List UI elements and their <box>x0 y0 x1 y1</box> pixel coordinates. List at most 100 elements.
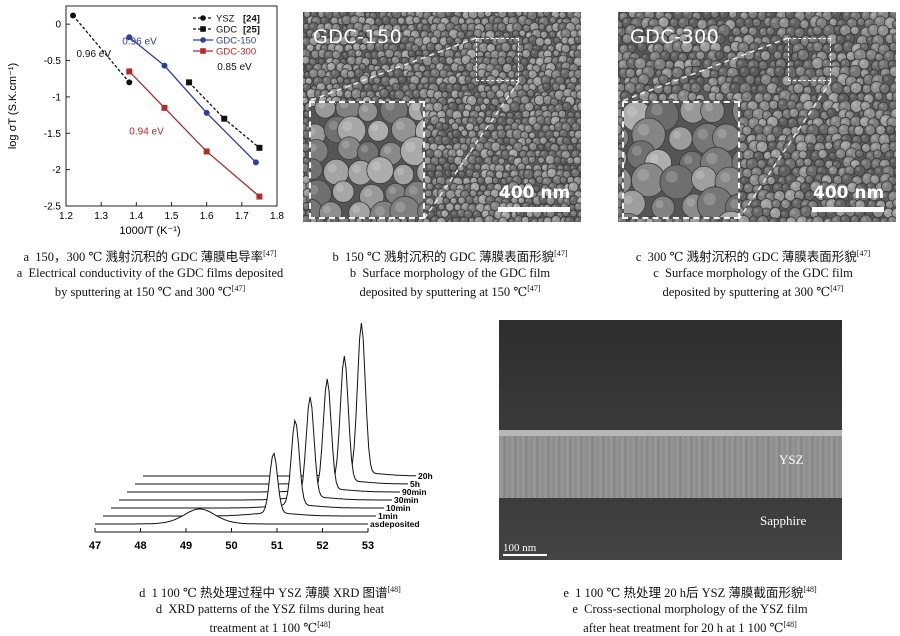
grain <box>338 137 361 160</box>
sem-image-gdc150: GDC-150 400 nm <box>303 12 581 222</box>
y-tick-label: 0 <box>55 20 61 31</box>
xrd-trace <box>143 323 416 476</box>
grain-highlight <box>717 129 727 139</box>
caption-e: e 1 100 ℃ 热处理 20 h后 YSZ 薄膜截面形貌[48] e Cro… <box>480 582 900 636</box>
surface-edge <box>499 430 842 436</box>
legend-entry: GDC <box>216 25 237 36</box>
scale-bar <box>498 207 570 212</box>
grain-highlight <box>673 131 681 139</box>
sapphire-substrate <box>499 498 842 560</box>
caption-b-en1: b Surface morphology of the GDC film <box>300 265 600 281</box>
grain-highlight <box>342 141 350 149</box>
legend-entry: YSZ <box>216 14 235 25</box>
scale-bar <box>503 554 547 556</box>
y-tick-label: -2 <box>52 165 61 176</box>
activation-energy-label: 0.94 eV <box>129 127 164 138</box>
scale-bar-label: 400 nm <box>813 183 884 203</box>
grain <box>358 103 378 121</box>
activation-energy-label: 0.96 eV <box>77 49 112 60</box>
data-point <box>204 148 210 154</box>
sample-label: GDC-300 <box>630 26 719 48</box>
series-gdc <box>186 79 262 150</box>
data-point <box>126 79 132 85</box>
legend-ref: [25] <box>243 25 260 36</box>
x-tick-label: 1.6 <box>200 211 214 222</box>
grain <box>695 217 721 219</box>
legend-marker <box>200 48 206 54</box>
grain-highlight <box>651 104 663 116</box>
trace-label: 20h <box>418 471 433 481</box>
caption-a-en1: a Electrical conductivity of the GDC fil… <box>0 265 300 281</box>
grain-highlight <box>361 105 368 112</box>
caption-e-en1: e Cross-sectional morphology of the YSZ … <box>480 601 900 617</box>
x-tick-label: 47 <box>89 540 101 552</box>
grain-highlight <box>329 121 338 130</box>
x-tick-label: 1.2 <box>59 211 73 222</box>
grain <box>669 127 692 150</box>
grain <box>624 126 629 150</box>
grain-highlight <box>397 168 404 175</box>
grain-highlight <box>375 206 385 216</box>
sem-image-gdc300: GDC-300 400 nm <box>618 12 896 222</box>
grain-highlight <box>632 146 642 156</box>
legend-ref: [24] <box>243 14 260 25</box>
x-tick-label: 1.8 <box>270 211 284 222</box>
activation-energy-label: 0.85 eV <box>217 62 252 73</box>
data-point <box>70 12 76 18</box>
caption-a-zh: a 150，300 ℃ 溅射沉积的 GDC 薄膜电导率 <box>23 250 263 264</box>
caption-e-en2: after heat treatment for 20 h at 1 100 ℃ <box>583 621 783 635</box>
data-point <box>204 110 210 116</box>
x-tick-label: 50 <box>225 540 237 552</box>
data-point <box>253 159 259 165</box>
data-point <box>126 68 132 74</box>
grain-highlight <box>649 154 658 163</box>
grain-highlight <box>389 187 396 194</box>
legend-entry: GDC-150 <box>216 36 256 47</box>
caption-d-zh: d 1 100 ℃ 热处理过程中 YSZ 薄膜 XRD 图谱 <box>139 586 387 600</box>
grain-highlight <box>396 121 405 130</box>
caption-c: c 300 ℃ 溅射沉积的 GDC 薄膜表面形貌[47] c Surface m… <box>606 246 900 300</box>
caption-e-zh: e 1 100 ℃ 热处理 20 h后 YSZ 薄膜截面形貌 <box>563 586 803 600</box>
caption-c-en2: deposited by sputtering at 300 ℃ <box>662 285 830 299</box>
caption-c-en1: c Surface morphology of the GDC film <box>606 265 900 281</box>
grain-highlight <box>730 199 740 209</box>
data-point <box>256 194 262 200</box>
caption-a-en2: by sputtering at 150 ℃ and 300 ℃ <box>55 285 232 299</box>
legend-marker <box>200 37 206 43</box>
y-tick-label: -1 <box>52 92 61 103</box>
y-axis-label: log σT (S.K.cm⁻¹) <box>7 63 19 149</box>
sample-label: GDC-150 <box>313 26 402 48</box>
caption-b: b 150 ℃ 溅射沉积的 GDC 薄膜表面形貌[47] b Surface m… <box>300 246 600 300</box>
grain-highlight <box>666 171 678 183</box>
x-tick-label: 49 <box>180 540 192 552</box>
grain-highlight <box>706 153 717 164</box>
sem-cross-section: YSZ Sapphire 100 nm <box>499 320 842 560</box>
caption-b-en2: deposited by sputtering at 150 ℃ <box>359 285 527 299</box>
x-axis-label: 1000/T (K⁻¹) <box>119 225 180 237</box>
scale-bar-label: 100 nm <box>503 542 536 554</box>
x-tick-label: 1.7 <box>235 211 249 222</box>
x-tick-label: 53 <box>362 540 374 552</box>
layer-label-sapphire: Sapphire <box>760 513 806 529</box>
x-tick-label: 1.5 <box>165 211 179 222</box>
grain-highlight <box>703 193 715 205</box>
y-tick-label: -2.5 <box>44 202 62 213</box>
zoom-inset <box>622 101 740 219</box>
data-point <box>161 105 167 111</box>
scale-bar <box>812 207 884 212</box>
vacuum-region <box>499 320 842 430</box>
grain-highlight <box>412 103 419 110</box>
grain-highlight <box>371 161 380 170</box>
x-tick-label: 1.3 <box>94 211 108 222</box>
grain-highlight <box>720 172 730 182</box>
grain-highlight <box>328 164 337 173</box>
grain-highlight <box>705 103 713 111</box>
x-tick-label: 51 <box>271 540 283 552</box>
series-line <box>189 82 259 147</box>
grain <box>733 103 740 128</box>
grain <box>624 144 627 172</box>
caption-d-en2: treatment at 1 100 ℃ <box>209 621 317 635</box>
